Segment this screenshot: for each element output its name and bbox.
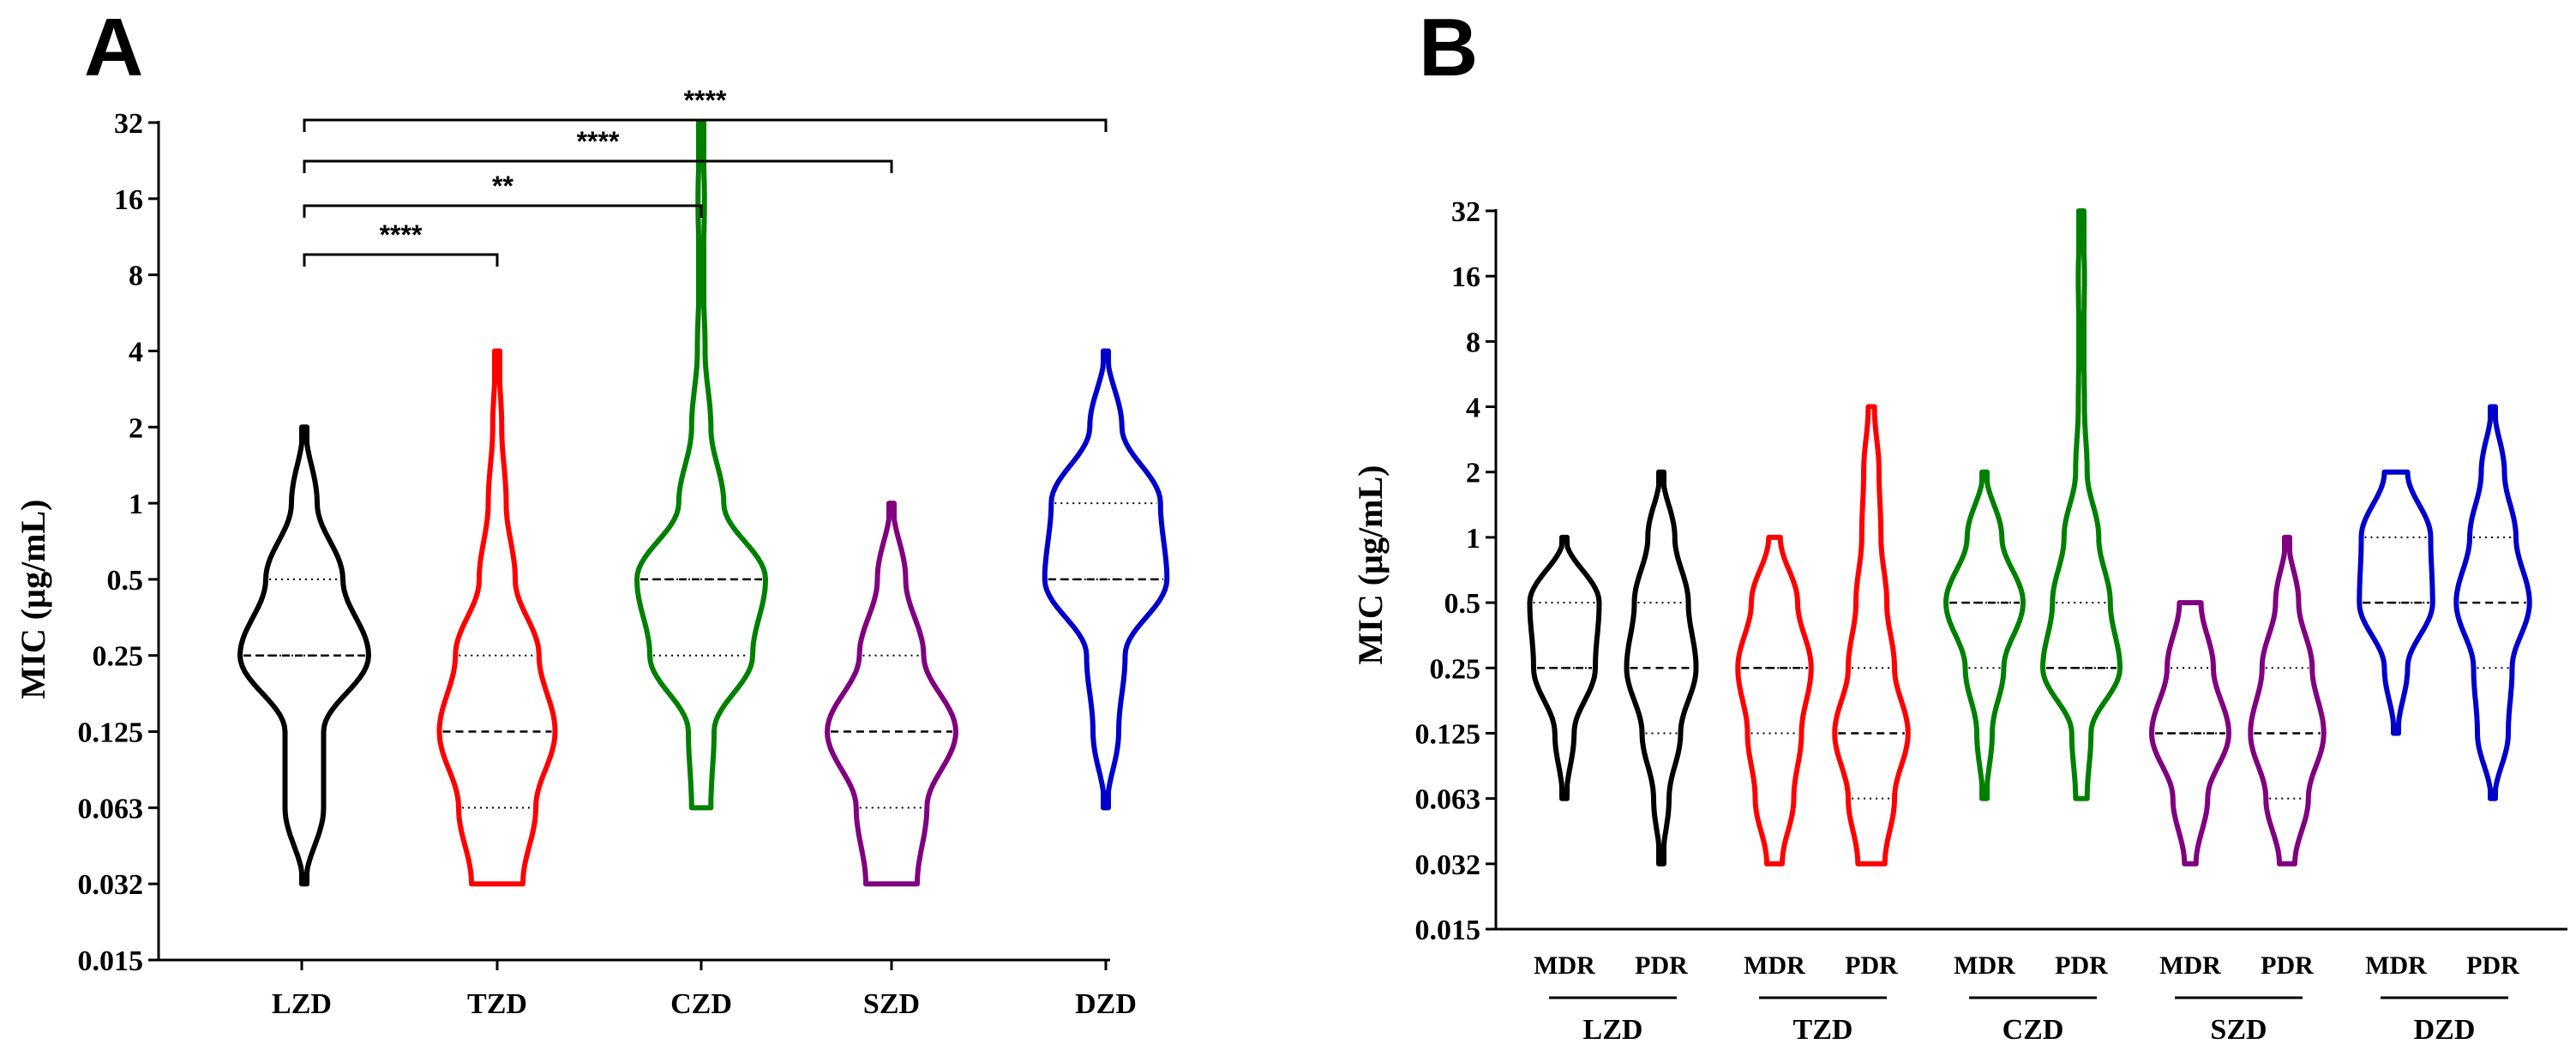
panel-a-x-tick-label: LZD bbox=[272, 988, 332, 1020]
panel-b-subcategory-label: MDR bbox=[1954, 951, 2015, 980]
panel-b-y-tick-label: 0.032 bbox=[1415, 849, 1481, 881]
panel-a-significance-label: **** bbox=[380, 219, 423, 250]
panel-b-group-label: LZD bbox=[1583, 1014, 1643, 1046]
panel-a-significance-bracket bbox=[303, 253, 499, 267]
panel-b-subcategory-label: PDR bbox=[2055, 951, 2108, 980]
panel-b-subcategory-label: PDR bbox=[1845, 951, 1898, 980]
panel-b-dzd-mdr-series bbox=[2357, 469, 2435, 736]
panel-b-group-label: CZD bbox=[2003, 1014, 2064, 1046]
panel-a-significance-label: ** bbox=[492, 171, 513, 201]
panel-a-significance-label: **** bbox=[577, 126, 620, 157]
panel-b-y-tick-label: 0.063 bbox=[1415, 784, 1481, 816]
panel-b-subcategory-label: PDR bbox=[2261, 951, 2314, 980]
panel-b-tzd-mdr-violin bbox=[1735, 534, 1814, 867]
panel-b-y-tick-label: 32 bbox=[1451, 196, 1480, 228]
panel-b-czd-mdr-series bbox=[1943, 469, 2026, 801]
panel-b-lzd-pdr-violin bbox=[1624, 469, 1699, 867]
panel-a-y-tick-label: 4 bbox=[129, 336, 143, 368]
panel-a-y-tick-label: 0.125 bbox=[78, 717, 144, 749]
panel-a-y-tick-label: 0.063 bbox=[78, 793, 144, 825]
panel-b-y-tick-label: 0.25 bbox=[1430, 653, 1481, 685]
panel-a-y-tick-label: 1 bbox=[129, 489, 143, 520]
panel-a-significance-bracket bbox=[303, 118, 1108, 132]
panel-a-series-lzd bbox=[237, 424, 371, 887]
panel-b-tzd-pdr-series bbox=[1832, 404, 1911, 867]
panel-a-y-tick-label: 0.25 bbox=[93, 641, 144, 673]
panel-b-subcategory-label: MDR bbox=[1534, 951, 1595, 980]
panel-b-y-tick-label: 8 bbox=[1466, 327, 1480, 358]
panel-a-czd-violin bbox=[634, 120, 768, 811]
panel-a-tzd-violin bbox=[436, 348, 558, 887]
panel-a-series-tzd bbox=[436, 348, 558, 887]
panel-a-series-dzd bbox=[1042, 348, 1170, 811]
panel-a-dzd-violin bbox=[1042, 348, 1170, 811]
panel-b-lzd-mdr-series bbox=[1527, 534, 1602, 801]
panel-b-y-tick-label: 2 bbox=[1466, 458, 1480, 489]
panel-b-chart: MIC (µg/mL) 0.015 0.032 0.063 0.125 0.25 0.5 1… bbox=[1351, 196, 2567, 1046]
panel-a-y-tick-label: 8 bbox=[129, 261, 143, 292]
panel-b-group-label: SZD bbox=[2210, 1014, 2267, 1046]
panel-b-subcategory-label: MDR bbox=[2159, 951, 2221, 980]
panel-a-x-tick-label: CZD bbox=[670, 988, 732, 1020]
panel-a-y-axis-title: MIC (µg/mL) bbox=[14, 499, 52, 699]
panel-b-y-tick-label: 0.125 bbox=[1415, 718, 1481, 750]
panel-b-czd-pdr-series bbox=[2040, 208, 2123, 801]
panel-a-y-tick-label: 0.032 bbox=[78, 869, 144, 901]
panel-a-y-tick-label: 0.015 bbox=[78, 945, 144, 977]
panel-b-czd-pdr-violin bbox=[2040, 208, 2123, 801]
panel-b-tzd-pdr-violin bbox=[1832, 404, 1911, 867]
panel-b-dzd-pdr-violin bbox=[2453, 404, 2532, 801]
panel-b-dzd-mdr-violin bbox=[2357, 469, 2435, 736]
panel-b-czd-mdr-violin bbox=[1943, 469, 2026, 801]
panel-a-series-szd bbox=[825, 501, 958, 887]
panel-a-x-tick-label: TZD bbox=[467, 988, 527, 1020]
panel-b-group-label: TZD bbox=[1793, 1014, 1853, 1046]
panel-a-y-tick-label: 2 bbox=[129, 412, 143, 444]
panel-b-subcategory-label: PDR bbox=[2466, 951, 2519, 980]
panel-a-y-tick-label: 0.5 bbox=[107, 565, 144, 597]
panel-b-subcategory-label: MDR bbox=[1744, 951, 1805, 980]
panel-a-significance-bracket bbox=[303, 204, 703, 218]
panel-b-szd-mdr-series bbox=[2149, 600, 2231, 867]
panel-b-szd-mdr-violin bbox=[2149, 600, 2231, 867]
panel-b-y-tick-label: 16 bbox=[1451, 261, 1480, 293]
panel-a-letter: A bbox=[84, 2, 143, 93]
panel-b-subcategory-label: PDR bbox=[1635, 951, 1688, 980]
panel-b-lzd-mdr-violin bbox=[1527, 534, 1602, 801]
panel-b-szd-pdr-series bbox=[2248, 534, 2327, 867]
panel-a-x-tick-label: SZD bbox=[863, 988, 920, 1020]
panel-b-lzd-pdr-series bbox=[1624, 469, 1699, 867]
panel-b-subcategory-label: MDR bbox=[2365, 951, 2427, 980]
panel-b-y-tick-label: 1 bbox=[1466, 523, 1480, 555]
panel-a-szd-violin bbox=[825, 501, 958, 887]
panel-b-szd-pdr-violin bbox=[2248, 534, 2327, 867]
panel-b-dzd-pdr-series bbox=[2453, 404, 2532, 801]
panel-b-y-tick-label: 4 bbox=[1466, 393, 1480, 424]
panel-a-significance-label: **** bbox=[684, 85, 727, 116]
panel-b-y-tick-label: 0.5 bbox=[1444, 588, 1481, 620]
panel-b-letter: B bbox=[1419, 2, 1478, 93]
panel-a-y-tick-label: 32 bbox=[114, 108, 143, 140]
panel-b-y-axis-title: MIC (µg/mL) bbox=[1351, 465, 1390, 664]
panel-b-tzd-mdr-series bbox=[1735, 534, 1814, 867]
panel-a-lzd-violin bbox=[237, 424, 371, 887]
panel-a-significance-bracket bbox=[303, 159, 893, 173]
panel-a-series-czd bbox=[634, 120, 768, 811]
panel-b-y-tick-label: 0.015 bbox=[1415, 915, 1481, 946]
panel-a-y-tick-label: 16 bbox=[114, 184, 143, 216]
panel-a-x-tick-label: DZD bbox=[1075, 988, 1137, 1020]
panel-a-chart: MIC (µg/mL) 0.015 0.032 0.063 0.125 0.25 0.5 1… bbox=[14, 85, 1170, 1020]
panel-b-group-label: DZD bbox=[2414, 1014, 2476, 1046]
